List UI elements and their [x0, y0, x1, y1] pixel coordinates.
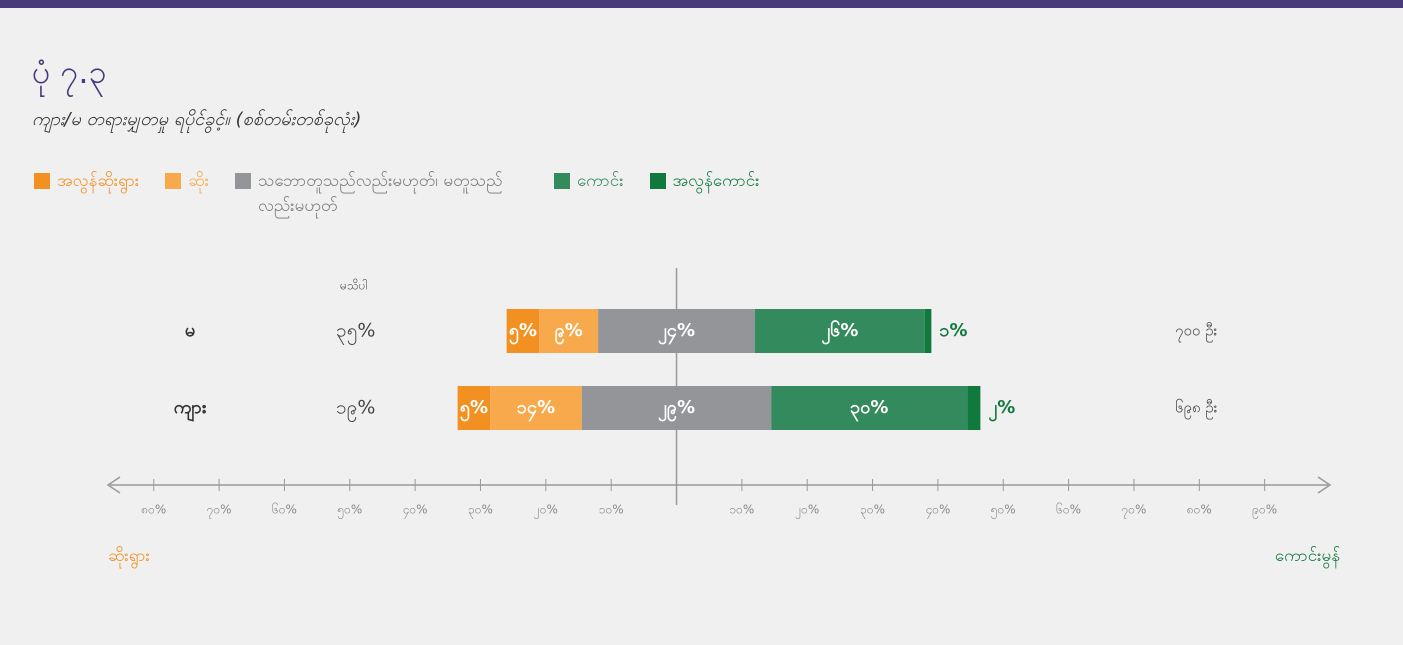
bar-segment: [967, 386, 981, 430]
dont-know-value: ၃၅%: [336, 320, 375, 346]
data-label: ၃၀%: [850, 397, 888, 422]
x-tick-label: ၈၀%: [1187, 503, 1212, 517]
legend-item: ဆိုး: [165, 170, 209, 195]
legend-label: ကောင်း: [576, 171, 624, 191]
bar-segment: [598, 309, 755, 353]
chart-subtitle: ကျား/မ တရားမျှတမှု ရပိုင်ခွင့်။ (စစ်တမ်း…: [32, 109, 361, 133]
legend-swatch: [34, 173, 50, 189]
x-tick-label: ၃၀%: [860, 503, 885, 520]
x-tick-label: ၄၀%: [925, 503, 950, 520]
axis-arrow: [1317, 476, 1332, 494]
dont-know-header: မသိပါ: [340, 278, 367, 293]
top-bar: [0, 0, 1403, 8]
category-label: ကျား: [174, 397, 207, 422]
x-tick-label: ၅၀%: [991, 503, 1016, 520]
data-label: ၂၆%: [821, 319, 858, 345]
legend-item: အလွန်ဆိုးရွား: [34, 170, 139, 195]
category-label: မ: [185, 320, 195, 341]
sample-size: ၇၀၀ ဦး: [1175, 322, 1217, 343]
data-label: ၂၉%: [658, 397, 695, 422]
data-label: ၂၄%: [658, 320, 695, 345]
bar-segment: [924, 309, 932, 353]
bar-segment: [457, 386, 491, 430]
x-tick-label: ၈၀%: [141, 503, 166, 517]
legend-swatch: [649, 173, 666, 189]
x-tick-label: ၆၀%: [1056, 502, 1081, 517]
bar-segment: [754, 309, 925, 353]
x-tick-label: ၃၀%: [468, 503, 493, 520]
legend-swatch: [165, 173, 182, 189]
legend: အလွန်ဆိုးရွား ဆိုး သဘောတူသည်လည်းမဟုတ်၊ မတူ…: [34, 170, 786, 220]
legend-item: ကောင်း: [553, 170, 624, 195]
data-label: ၁%: [939, 320, 967, 341]
legend-swatch: [553, 173, 570, 189]
data-label: ၉%: [555, 320, 583, 345]
axis-label-right: ကောင်းမွန်: [1275, 546, 1340, 569]
bar-segment: [771, 386, 968, 430]
legend-label: သဘောတူသည်လည်းမဟုတ်၊ မတူသည်လည်းမဟုတ်: [257, 171, 503, 216]
x-tick-label: ၅၀%: [337, 503, 362, 520]
legend-label: ဆိုး: [188, 171, 209, 191]
x-tick-label: ၉၀%: [1252, 503, 1277, 520]
chart-title: ပုံ ၇.၃: [32, 53, 107, 97]
legend-label: အလွန်ကောင်း: [672, 171, 760, 191]
legend-swatch: [234, 173, 251, 189]
sample-size: ၆၉၈ ဦး: [1175, 399, 1218, 420]
x-tick-label: ၄၀%: [403, 503, 428, 520]
data-label: ၅%: [460, 397, 488, 422]
x-tick-label: ၂၀%: [534, 503, 558, 520]
dont-know-value: ၁၉%: [336, 397, 375, 423]
axis-arrow: [106, 476, 121, 494]
x-tick-label: ၇၀%: [1122, 503, 1147, 520]
legend-label: အလွန်ဆိုးရွား: [57, 171, 140, 191]
x-tick-label: ၆၀%: [272, 502, 297, 517]
bar-segment: [506, 309, 540, 353]
x-tick-label: ၁၀%: [599, 503, 624, 517]
x-tick-label: ၇၀%: [207, 503, 232, 520]
data-label: ၅%: [509, 320, 537, 345]
data-label: ၂%: [988, 397, 1015, 422]
x-tick-label: ၁၀%: [729, 503, 754, 517]
bar-segment: [581, 386, 772, 430]
bar-segment: [539, 309, 599, 353]
data-label: ၁၄%: [517, 397, 555, 422]
legend-item: သဘောတူသည်လည်းမဟုတ်၊ မတူသည်လည်းမဟုတ်: [234, 170, 528, 220]
legend-item: အလွန်ကောင်း: [649, 170, 760, 195]
bar-segment: [490, 386, 582, 430]
axis-label-left: ဆိုးရွား: [108, 546, 150, 569]
x-tick-label: ၂၀%: [795, 503, 819, 520]
